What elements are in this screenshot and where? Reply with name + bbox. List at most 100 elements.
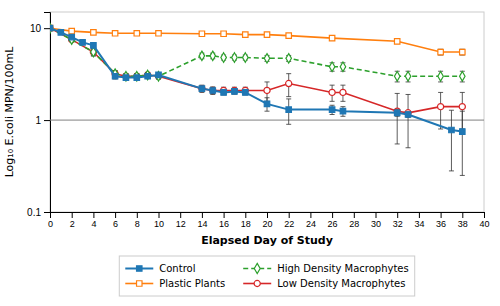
point [243,53,248,62]
point [145,74,150,79]
legend-marker [137,281,142,286]
point [80,40,85,45]
series [50,25,465,55]
x-tick: 26 [328,212,338,229]
point [199,51,204,60]
error-bar [406,71,411,82]
x-tick: 36 [436,212,446,229]
chart: 02468101214161820222426283032343638400.1… [0,0,500,306]
x-tick-label: 20 [262,219,272,229]
x-tick-label: 22 [284,219,294,229]
x-tick: 16 [219,212,229,229]
error-bar [395,39,400,43]
legend-label: High Density Macrophytes [277,263,409,274]
point [286,80,292,86]
x-tick-mark [441,212,442,218]
point [123,75,128,80]
error-bar [395,110,400,117]
x-tick: 14 [197,212,207,229]
point [210,88,215,93]
legend-label: Plastic Plants [159,278,225,289]
point [134,31,139,36]
error-bar [330,105,335,114]
point [286,107,291,112]
point [112,31,117,36]
error-bar [210,88,215,94]
error-bar [221,90,226,95]
point [264,54,269,63]
point [210,87,216,93]
x-tick-label: 18 [241,219,251,229]
error-bar [232,89,237,94]
x-tick-mark [93,212,94,218]
point [69,28,74,33]
x-tick-mark [419,212,420,218]
point [340,108,345,113]
error-bar [438,71,443,82]
point [221,90,226,95]
x-tick-mark [354,212,355,218]
point [232,53,237,62]
point [156,31,161,36]
point [69,35,74,44]
error-bar [243,90,248,95]
y-tick: 1 [35,115,50,126]
point [264,101,269,106]
error-bar [286,74,291,97]
x-tick-label: 34 [414,219,424,229]
point [58,30,63,35]
x-tick: 34 [414,212,424,229]
point [156,72,161,77]
plot-frame [50,12,484,212]
legend-marker [254,263,260,273]
x-tick-label: 4 [91,219,96,229]
x-tick-label: 12 [176,219,186,229]
point [405,112,410,117]
x-tick-label: 30 [371,219,381,229]
point [221,53,226,62]
series-line [50,28,462,52]
point [199,31,204,36]
legend-marker [254,280,260,286]
y-tick-mark [44,120,50,121]
x-tick: 2 [70,212,75,229]
legend: ControlPlastic PlantsHigh Density Macrop… [119,256,414,296]
point [329,89,335,95]
point [210,51,215,60]
series [50,23,465,82]
error-bar [330,36,335,40]
point [329,62,334,71]
y-tick-mark [44,28,50,29]
point [243,90,248,95]
error-bar [113,74,118,79]
x-tick-mark [159,212,160,218]
x-tick: 10 [154,212,164,229]
y-tick: 0.1 [27,207,50,218]
x-tick-mark [224,212,225,218]
series [50,25,465,175]
legend-item: Low Density Macrophytes [243,278,405,289]
point [340,62,345,71]
x-tick: 22 [284,212,294,229]
point [134,75,139,80]
error-bar [330,63,335,71]
x-tick: 18 [241,212,251,229]
point [50,23,53,32]
x-tick: 30 [371,212,381,229]
x-tick: 20 [262,212,272,229]
legend-label: Low Density Macrophytes [277,278,405,289]
point [264,32,269,37]
error-bar [438,92,443,129]
error-bar [460,111,465,175]
x-tick: 28 [349,212,359,229]
y-tick-label: 10 [30,23,42,34]
point [459,104,465,110]
point [329,35,334,40]
point [264,87,270,93]
error-bar [340,107,345,117]
point [221,31,226,36]
y-tick: 10 [30,23,50,34]
point [460,129,465,134]
error-bar [330,85,335,101]
error-bar [286,99,291,124]
